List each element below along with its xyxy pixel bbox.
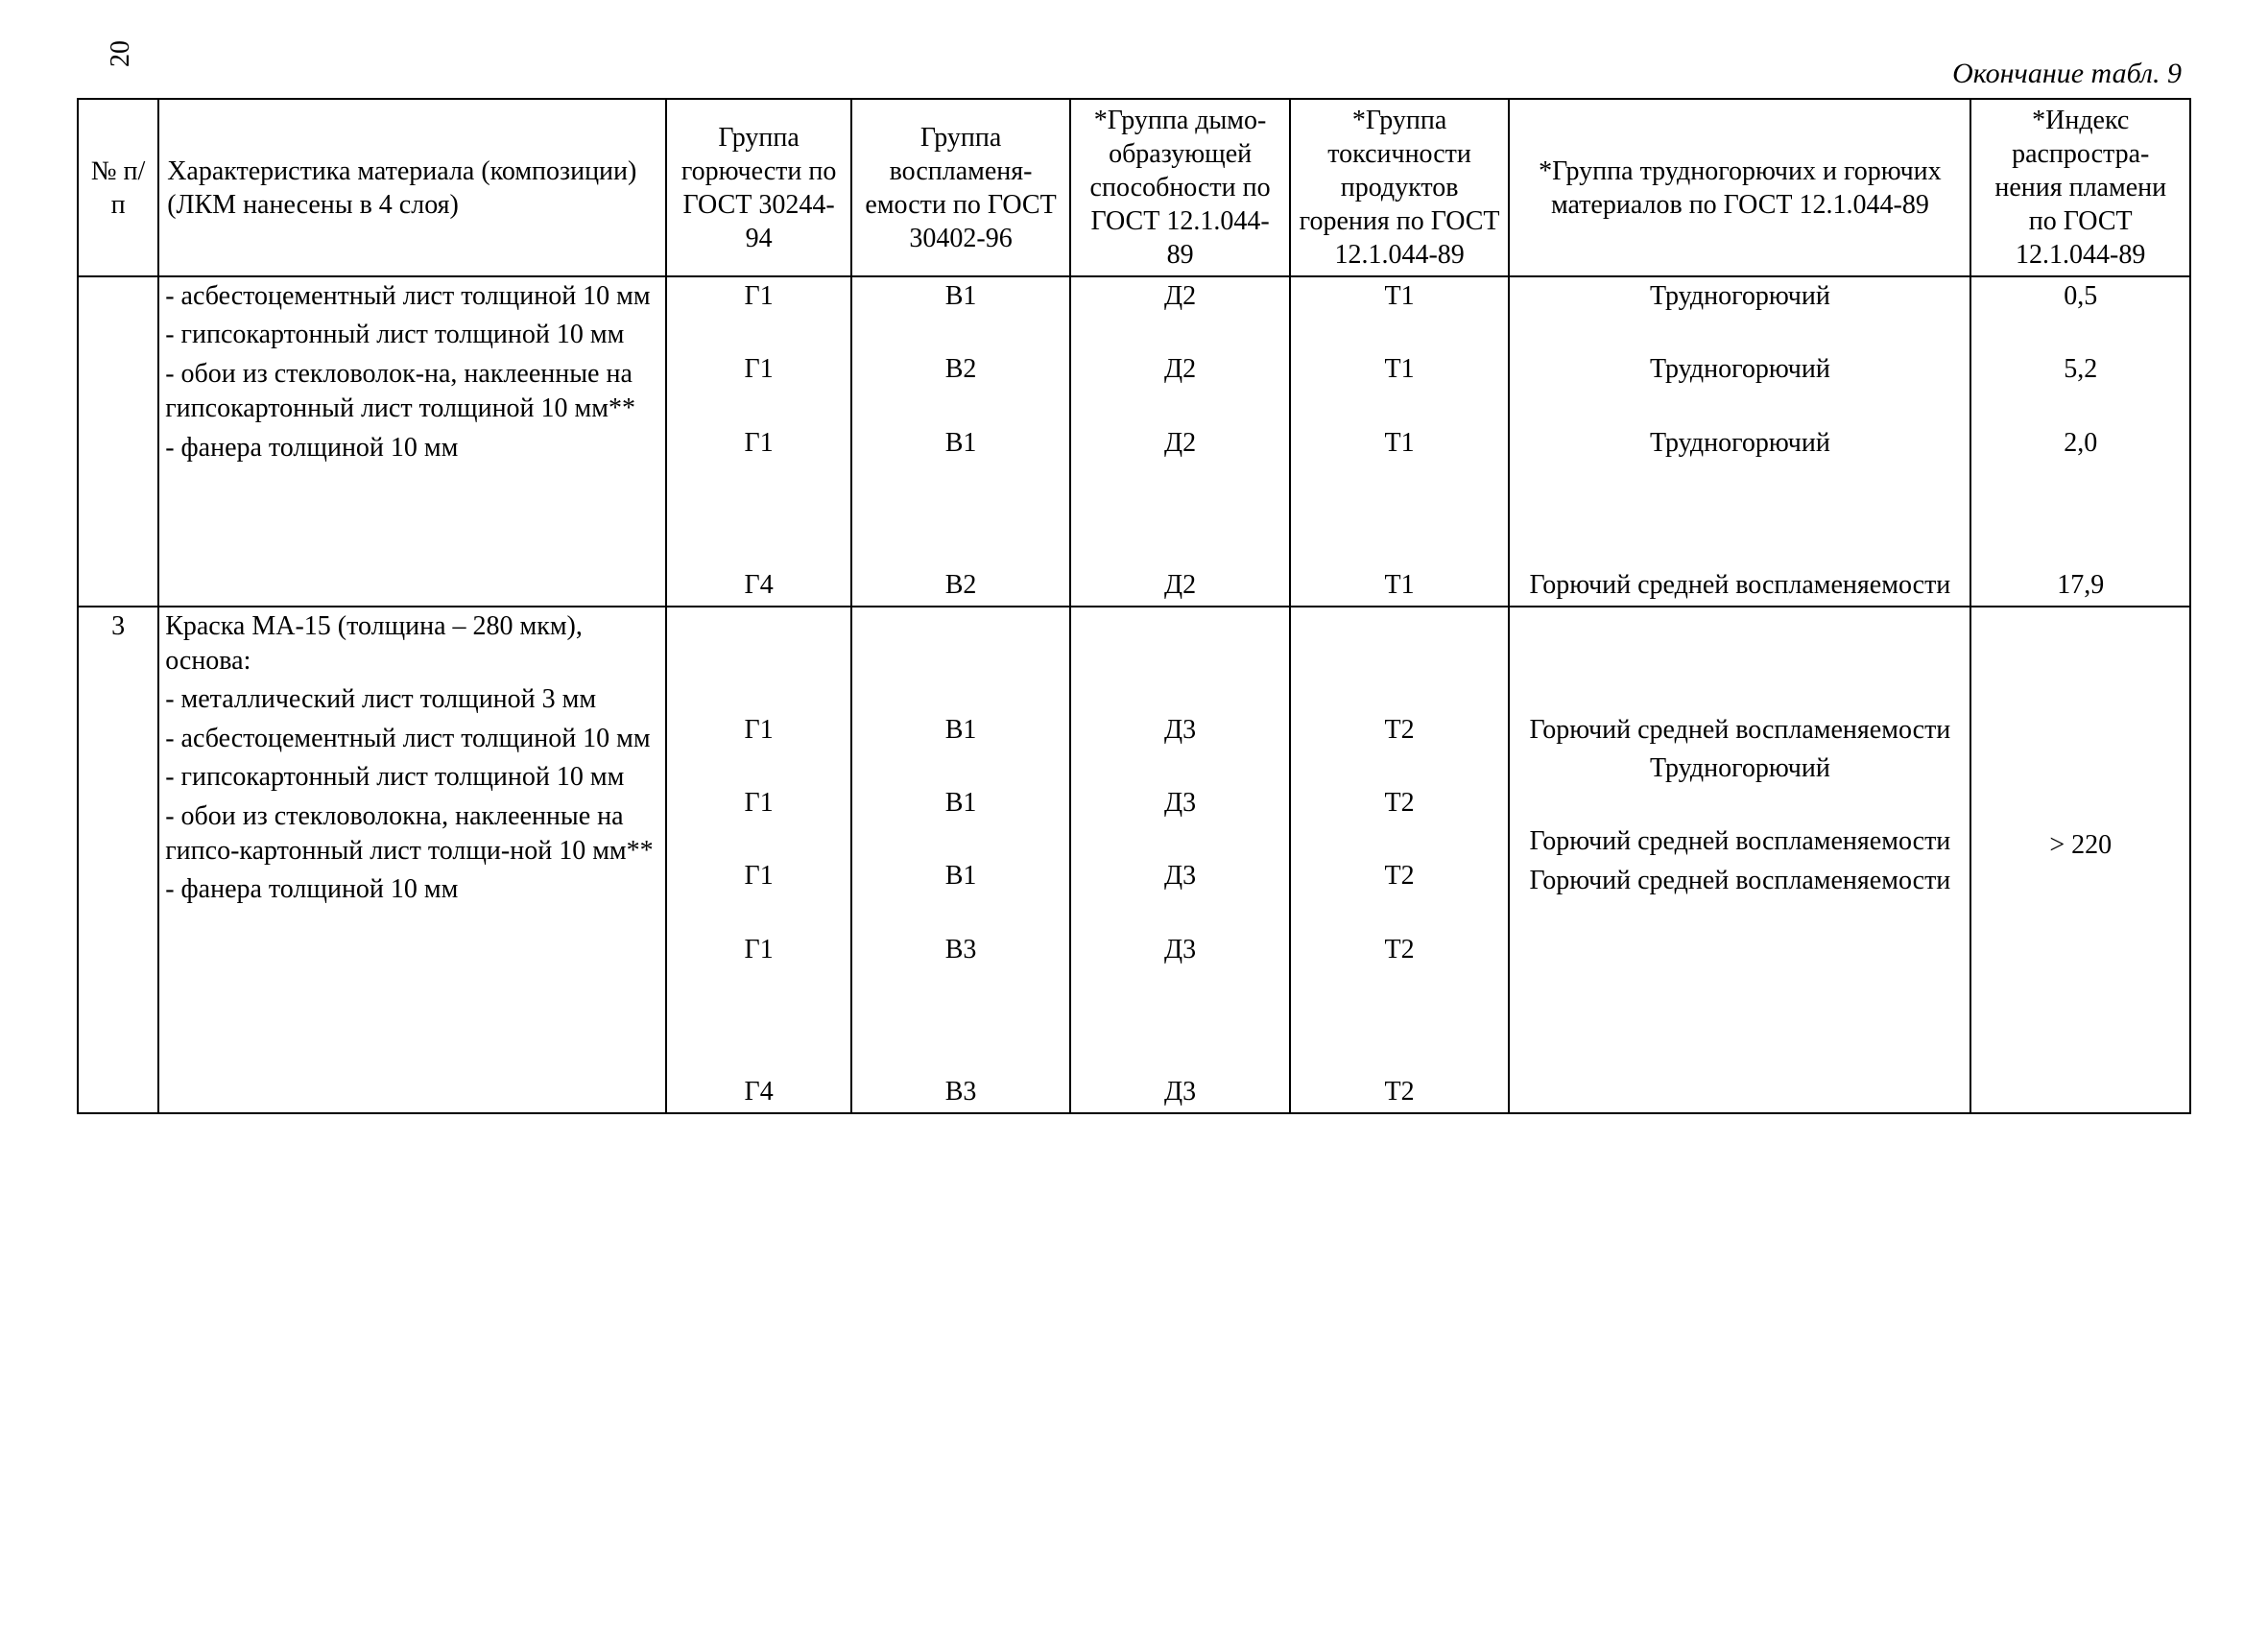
- section-num: [78, 276, 158, 607]
- v-value: В1: [852, 277, 1070, 316]
- g-value: Г1: [667, 784, 849, 822]
- t-value: Т2: [1291, 857, 1509, 895]
- d-value: Д2: [1071, 566, 1289, 605]
- material-text: - фанера толщиной 10 мм: [159, 870, 665, 909]
- d-value: Д3: [1071, 857, 1289, 895]
- d-value: Д3: [1071, 931, 1289, 969]
- v-value: В3: [852, 931, 1070, 969]
- material-text: - асбестоцементный лист толщиной 10 мм: [159, 277, 665, 316]
- idx-value: 17,9: [1971, 566, 2189, 605]
- g-value: Г1: [667, 277, 849, 316]
- tr-value: Горючий средней воспламеняемости: [1510, 711, 1970, 750]
- idx-value: > 220: [1971, 826, 2189, 865]
- material-text: - обои из стекловолокна, наклеенные на г…: [159, 798, 665, 871]
- table-section-row: 3 Краска МА-15 (толщина – 280 мкм), осно…: [78, 607, 2190, 1113]
- v-value: В3: [852, 1073, 1070, 1111]
- tr-value: [1510, 969, 1970, 973]
- section-subtable: Краска МА-15 (толщина – 280 мкм), основа…: [159, 607, 665, 910]
- material-text: - обои из стекловолок-на, наклеенные на …: [159, 355, 665, 429]
- d-value: Д3: [1071, 784, 1289, 822]
- material-text: - металлический лист толщиной 3 мм: [159, 680, 665, 719]
- table-header: № п/п Характеристика материала (композиц…: [78, 99, 2190, 276]
- col-header-material-group: *Группа трудногорючих и горючих материал…: [1509, 99, 1970, 276]
- tr-value: Горючий средней воспламеняемости: [1510, 822, 1970, 861]
- table-body: - асбестоцементный лист толщиной 10 мм -…: [78, 276, 2190, 1113]
- page-number: 20: [106, 40, 136, 67]
- v-value: В1: [852, 784, 1070, 822]
- idx-value: 0,5: [1971, 277, 2189, 316]
- material-text: - гипсокартонный лист толщиной 10 мм: [159, 316, 665, 354]
- idx-value: 2,0: [1971, 424, 2189, 463]
- v-value: В1: [852, 711, 1070, 750]
- t-value: Т1: [1291, 277, 1509, 316]
- g-value: Г1: [667, 711, 849, 750]
- col-header-toxicity: *Группа токсичности продуктов горения по…: [1290, 99, 1510, 276]
- tr-value: Трудногорючий: [1510, 424, 1970, 463]
- tr-value: Горючий средней воспламеняемости: [1510, 566, 1970, 605]
- col-header-combustibility: Группа горючести по ГОСТ 30244-94: [666, 99, 850, 276]
- tr-value: Горючий средней воспламеняемости: [1510, 862, 1970, 900]
- v-value: В1: [852, 857, 1070, 895]
- g-value: Г4: [667, 566, 849, 605]
- d-value: Д2: [1071, 424, 1289, 463]
- col-header-num: № п/п: [78, 99, 158, 276]
- col-header-smoke: *Группа дымо-образующей способности по Г…: [1070, 99, 1290, 276]
- page-container: 20 Окончание табл. 9 № п/п Характеристик…: [77, 58, 2191, 1114]
- tr-value: Трудногорючий: [1510, 277, 1970, 316]
- v-value: В1: [852, 424, 1070, 463]
- g-value: Г1: [667, 424, 849, 463]
- g-value: Г1: [667, 931, 849, 969]
- table-section-row: - асбестоцементный лист толщиной 10 мм -…: [78, 276, 2190, 607]
- t-value: Т1: [1291, 566, 1509, 605]
- col-header-flame-index: *Индекс распростра-нения пламени по ГОСТ…: [1970, 99, 2190, 276]
- t-value: Т2: [1291, 784, 1509, 822]
- materials-table: № п/п Характеристика материала (композиц…: [77, 98, 2191, 1114]
- d-value: Д2: [1071, 277, 1289, 316]
- t-value: Т2: [1291, 711, 1509, 750]
- v-value: В2: [852, 566, 1070, 605]
- material-text: - гипсокартонный лист толщиной 10 мм: [159, 758, 665, 797]
- t-value: Т1: [1291, 424, 1509, 463]
- material-text: - асбестоцементный лист толщиной 10 мм: [159, 720, 665, 758]
- t-value: Т2: [1291, 931, 1509, 969]
- material-text: - фанера толщиной 10 мм: [159, 429, 665, 467]
- tr-value: Трудногорючий: [1510, 350, 1970, 389]
- col-header-flammability: Группа воспламеня-емости по ГОСТ 30402-9…: [851, 99, 1071, 276]
- g-value: Г1: [667, 857, 849, 895]
- d-value: Д3: [1071, 711, 1289, 750]
- t-value: Т1: [1291, 350, 1509, 389]
- d-value: Д2: [1071, 350, 1289, 389]
- idx-value: [1971, 968, 2189, 972]
- section-num: 3: [78, 607, 158, 1113]
- table-caption: Окончание табл. 9: [77, 58, 2191, 90]
- section-subtable: - асбестоцементный лист толщиной 10 мм -…: [159, 277, 665, 467]
- d-value: Д3: [1071, 1073, 1289, 1111]
- t-value: Т2: [1291, 1073, 1509, 1111]
- v-value: В2: [852, 350, 1070, 389]
- g-value: Г1: [667, 350, 849, 389]
- col-header-characteristic: Характеристика материала (композиции) (Л…: [158, 99, 666, 276]
- idx-value: 5,2: [1971, 350, 2189, 389]
- g-value: Г4: [667, 1073, 849, 1111]
- section-title: Краска МА-15 (толщина – 280 мкм), основа…: [159, 607, 665, 681]
- tr-value: Трудногорючий: [1510, 750, 1970, 788]
